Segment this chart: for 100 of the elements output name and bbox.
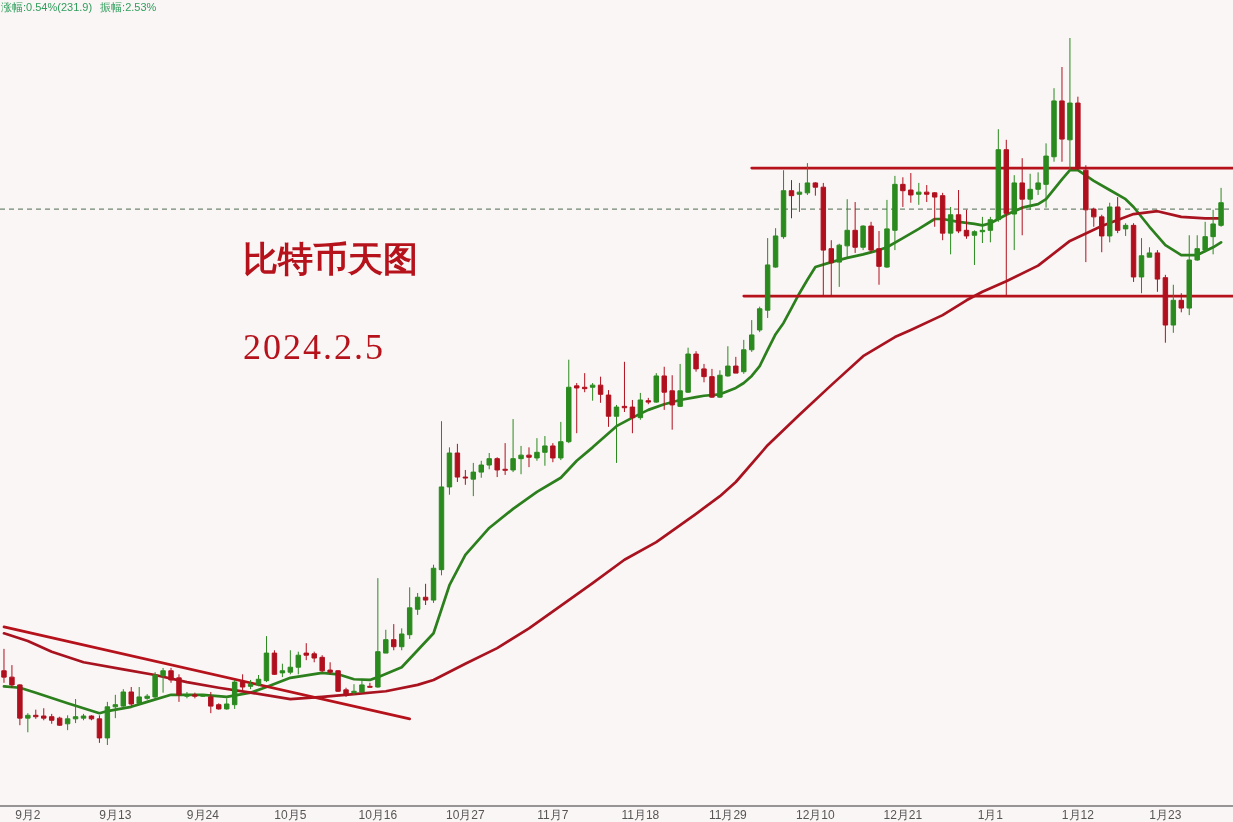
x-tick-label: 12月21 xyxy=(883,808,923,822)
candlestick xyxy=(581,372,588,393)
x-tick-label: 1月23 xyxy=(1149,808,1182,822)
candlestick xyxy=(908,172,914,204)
candlestick xyxy=(239,673,246,693)
candlestick xyxy=(796,182,803,213)
candlestick xyxy=(454,443,461,483)
candlestick xyxy=(367,682,373,689)
candlestick xyxy=(764,237,771,319)
candlestick xyxy=(733,356,739,374)
candlestick xyxy=(852,201,858,254)
candlestick xyxy=(1027,173,1033,211)
candlestick xyxy=(947,206,954,255)
candlestick xyxy=(844,198,850,258)
candlestick xyxy=(494,456,500,478)
candlestick xyxy=(1099,214,1105,253)
candlestick xyxy=(391,623,397,651)
candlestick xyxy=(900,176,906,208)
x-tick-label: 9月2 xyxy=(15,808,41,822)
x-tick-label: 12月10 xyxy=(796,808,836,822)
candlestick xyxy=(637,392,644,421)
candlestick xyxy=(247,679,254,690)
candlestick xyxy=(916,182,922,206)
candlestick xyxy=(303,642,309,661)
candlestick xyxy=(1210,209,1216,255)
candlestick xyxy=(836,243,842,288)
text: 比特币天图 xyxy=(243,240,418,279)
candlestick xyxy=(1138,237,1145,294)
candlestick xyxy=(351,683,357,696)
candlestick xyxy=(605,389,612,428)
candlestick xyxy=(383,629,389,654)
candlestick xyxy=(422,583,429,606)
candlestick xyxy=(223,697,230,711)
candlestick xyxy=(924,184,930,203)
candlestick xyxy=(462,469,469,486)
candlestick xyxy=(263,635,270,683)
x-tick-label: 9月13 xyxy=(99,808,132,822)
candlestick xyxy=(1186,234,1192,316)
candlestick xyxy=(629,399,636,434)
candlestick xyxy=(653,372,659,404)
candlestick xyxy=(725,345,731,378)
candlestick xyxy=(160,667,166,694)
text: 涨幅:0.54%(231.9) xyxy=(1,1,93,13)
candlestick xyxy=(1194,234,1200,262)
x-tick-label: 10月27 xyxy=(446,808,486,822)
x-tick-label: 1月12 xyxy=(1061,808,1095,822)
candlestick xyxy=(884,199,890,269)
candlestick xyxy=(88,714,95,721)
candlestick xyxy=(550,442,556,463)
candlestick xyxy=(64,714,71,731)
candlestick xyxy=(780,169,787,240)
candlestick xyxy=(1154,249,1161,293)
candlestick xyxy=(9,664,15,689)
candlestick xyxy=(955,189,962,234)
candlestick xyxy=(804,162,811,196)
candlestick xyxy=(717,369,723,399)
candlestick xyxy=(526,446,532,468)
candlestick xyxy=(510,418,516,473)
x-tick-label: 1月1 xyxy=(977,808,1004,822)
candlestick xyxy=(542,435,548,467)
candlestick xyxy=(192,692,198,699)
candlestick xyxy=(788,179,795,219)
candlestick xyxy=(613,404,620,464)
candlestick xyxy=(1130,222,1137,283)
candlestick xyxy=(168,667,174,684)
candlestick xyxy=(41,707,47,721)
candlestick xyxy=(1146,246,1153,258)
candlestick xyxy=(812,181,819,197)
candlestick xyxy=(971,229,978,266)
candlestick xyxy=(375,577,381,689)
candlestick xyxy=(319,654,325,673)
candlestick xyxy=(741,339,747,375)
candlestick xyxy=(709,368,715,399)
candlestick xyxy=(1202,221,1208,253)
candlestick xyxy=(438,420,445,576)
candlestick xyxy=(136,686,142,705)
candlestick xyxy=(756,306,763,333)
candlestick xyxy=(470,462,477,497)
candlestick xyxy=(939,192,946,241)
candlestick xyxy=(200,693,206,698)
candlestick xyxy=(311,651,317,663)
candlestick xyxy=(152,671,158,701)
candlestick xyxy=(860,224,866,251)
candlestick xyxy=(56,716,63,727)
candlestick xyxy=(144,693,150,701)
candlestick xyxy=(486,452,492,470)
candlestick xyxy=(669,374,675,431)
candlestick xyxy=(677,363,683,408)
candlestick xyxy=(1035,171,1041,196)
candlestick xyxy=(892,175,898,251)
x-tick-label: 9月24 xyxy=(186,808,220,822)
candlestick xyxy=(518,445,524,475)
candlestick xyxy=(1059,66,1065,163)
candlestick xyxy=(48,713,55,725)
candlestick xyxy=(279,663,286,678)
candlestick xyxy=(255,674,262,687)
candlestick xyxy=(1106,202,1113,243)
text: 2024.2.5 xyxy=(243,327,385,367)
candlestick xyxy=(128,686,134,707)
candlestick xyxy=(1170,284,1177,334)
